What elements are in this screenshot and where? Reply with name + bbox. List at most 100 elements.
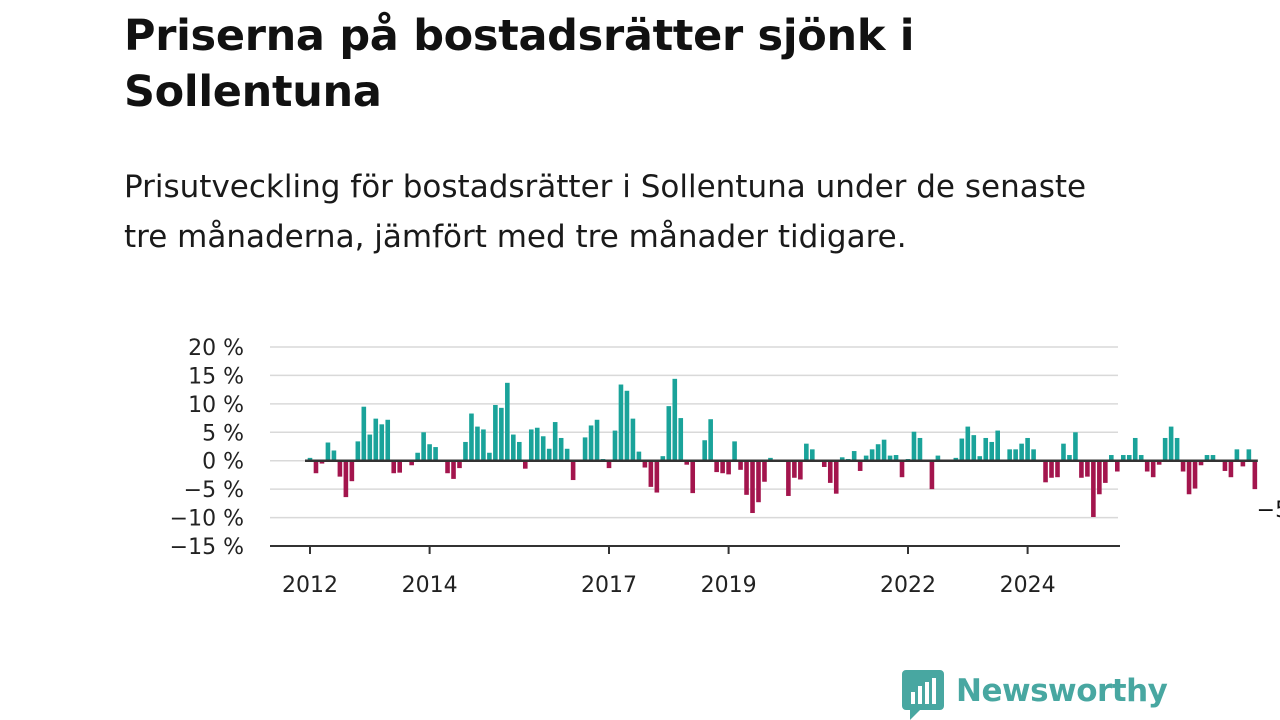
bar [732, 441, 737, 461]
bar [415, 452, 420, 461]
bar [660, 456, 666, 461]
bar [726, 460, 731, 475]
bar [337, 460, 343, 477]
bar [528, 429, 534, 461]
bar [570, 460, 576, 481]
bar [762, 460, 767, 482]
bar [1198, 460, 1204, 466]
bar [558, 437, 564, 461]
bar [863, 455, 869, 461]
bar [1168, 426, 1174, 461]
bar [989, 441, 995, 461]
bar [349, 460, 355, 482]
bar [594, 419, 600, 461]
bar [391, 460, 397, 474]
bar [1210, 455, 1216, 461]
bar [893, 455, 899, 461]
bar [1228, 460, 1234, 478]
bar [1067, 455, 1072, 461]
bar [552, 422, 558, 461]
bar [1013, 449, 1018, 461]
bar [666, 406, 672, 461]
bar [911, 431, 917, 461]
x-tick-label: 2017 [581, 573, 637, 598]
bar [857, 460, 863, 471]
bar [1234, 449, 1240, 461]
bar [756, 460, 761, 503]
bar [851, 451, 857, 461]
x-tick-label: 2024 [1000, 573, 1056, 598]
bar [935, 455, 941, 461]
bar [1144, 460, 1150, 472]
bar [1055, 460, 1060, 478]
bar [487, 452, 492, 461]
bar [810, 449, 815, 461]
bar [1246, 449, 1252, 461]
bar [379, 424, 385, 461]
bar [582, 437, 588, 461]
bar [534, 427, 540, 461]
bar [1097, 460, 1102, 495]
bar [648, 460, 654, 487]
bar [839, 457, 845, 461]
bar [1007, 449, 1012, 461]
y-tick-label: −15 % [170, 535, 244, 560]
bar [1162, 437, 1168, 461]
bar [1186, 460, 1192, 495]
bar [588, 425, 594, 461]
bar [1103, 460, 1108, 483]
bar [463, 441, 468, 461]
bar [1132, 437, 1138, 461]
bar [373, 418, 379, 461]
bar [690, 460, 696, 494]
bar [786, 460, 791, 496]
bar [1073, 432, 1078, 461]
annotations: −5 % [1257, 498, 1280, 523]
bar [702, 440, 707, 461]
bar [367, 434, 373, 461]
bar [642, 460, 648, 468]
bar [720, 460, 725, 474]
y-tick-label: −5 % [184, 478, 244, 503]
chart-subtitle: Prisutveckling för bostadsrätter i Solle… [124, 169, 1087, 255]
bar [624, 390, 630, 461]
bar [397, 460, 402, 473]
y-tick-label: −10 % [170, 507, 244, 532]
bar [983, 437, 989, 461]
bar [1204, 455, 1210, 461]
bar [636, 451, 642, 461]
bar [445, 460, 450, 474]
bar [421, 432, 426, 461]
bar [929, 460, 935, 490]
bar-chart-speech-bubble-icon [902, 670, 944, 720]
y-tick-label: 0 % [202, 450, 244, 475]
bar [1222, 460, 1228, 471]
bar [457, 460, 462, 469]
bar [469, 413, 474, 461]
bar [899, 460, 905, 478]
bar [750, 460, 755, 514]
bar [433, 447, 438, 461]
bar [1079, 460, 1084, 478]
bar [1120, 455, 1126, 461]
chart-title: Priserna på bostadsrätter sjönk i Sollen… [124, 11, 915, 117]
bar [744, 460, 749, 495]
bar [917, 437, 923, 461]
bar [821, 460, 827, 467]
bar [499, 407, 504, 461]
bar [887, 455, 893, 461]
bar [343, 460, 349, 498]
bar [1240, 460, 1246, 467]
logo-text: Newsworthy [956, 673, 1168, 709]
bar [481, 429, 486, 461]
bar [768, 457, 773, 461]
y-tick-label: 10 % [188, 393, 244, 418]
bar [827, 460, 833, 483]
bar [977, 456, 983, 461]
newsworthy-logo[interactable]: Newsworthy [902, 670, 1168, 720]
bar [546, 448, 552, 461]
bar [564, 448, 570, 461]
bar [517, 441, 522, 461]
bar [965, 426, 971, 461]
bar [355, 441, 361, 461]
